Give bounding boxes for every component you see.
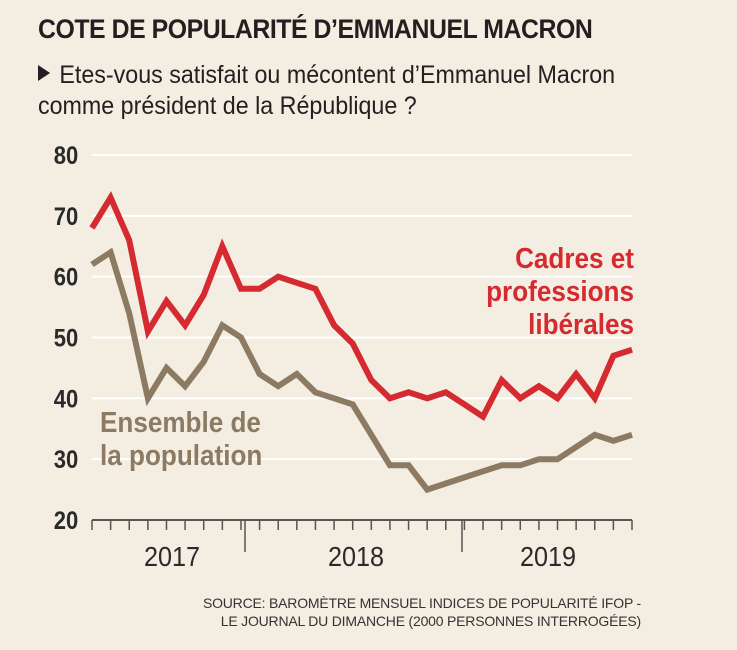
y-tick-label: 60 — [54, 263, 78, 291]
ensemble-series-line — [90, 247, 633, 494]
cadres-series-label: libérales — [528, 308, 634, 341]
chart-title: COTE DE POPULARITÉ D’EMMANUEL MACRON — [38, 14, 593, 44]
cadres-series-line — [89, 191, 633, 421]
cadres-series-label: Cadres et — [515, 242, 634, 275]
y-tick-label: 40 — [54, 385, 78, 413]
y-tick-label: 30 — [54, 446, 78, 474]
x-year-label: 2018 — [328, 541, 384, 573]
y-tick-label: 50 — [54, 324, 78, 352]
y-tick-label: 80 — [54, 142, 78, 170]
subtitle-text: Etes-vous satisfait ou mécontent d’Emman… — [38, 61, 616, 120]
x-year-label: 2019 — [520, 541, 576, 573]
source-line-2: LE JOURNAL DU DIMANCHE (2000 PERSONNES I… — [220, 613, 641, 629]
ensemble-series-label: Ensemble de — [100, 406, 261, 439]
y-tick-label: 70 — [54, 203, 78, 231]
chart-subtitle: Etes-vous satisfait ou mécontent d’Emman… — [38, 60, 643, 122]
source-line-1: SOURCE: BAROMÈTRE MENSUEL INDICES DE POP… — [202, 595, 641, 611]
source-note: SOURCE: BAROMÈTRE MENSUEL INDICES DE POP… — [203, 594, 641, 630]
cadres-series-label: professions — [486, 275, 634, 308]
y-tick-label: 20 — [54, 507, 78, 535]
ensemble-series-label: la population — [100, 439, 262, 472]
x-year-label: 2017 — [144, 541, 200, 573]
triangle-bullet-icon — [38, 65, 51, 81]
